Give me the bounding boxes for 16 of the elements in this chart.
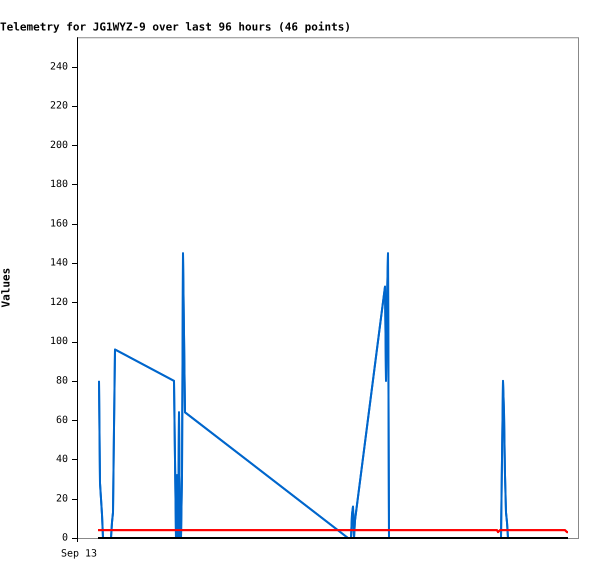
y-tick-label: 180 [50,179,68,190]
chart-title: Telemetry for JG1WYZ-9 over last 96 hours (46 points) [0,20,351,34]
y-axis-title: Values [0,268,12,308]
y-tick-label: 80 [56,375,68,386]
y-tick-label: 140 [50,258,68,269]
text: Sep 13 [60,548,98,560]
y-tick-label: 100 [50,336,68,348]
y-tick-label: 220 [50,100,68,112]
y-tick-label: 120 [50,296,68,308]
y-tick-label: 200 [50,140,68,151]
y-tick-label: 240 [50,61,68,72]
y-tick-label: 0 [62,532,68,544]
y-tick-label: 40 [56,454,68,466]
y-tick-label: 160 [50,218,68,230]
y-tick-label: 60 [56,414,68,426]
y-tick-label: 20 [56,493,68,504]
